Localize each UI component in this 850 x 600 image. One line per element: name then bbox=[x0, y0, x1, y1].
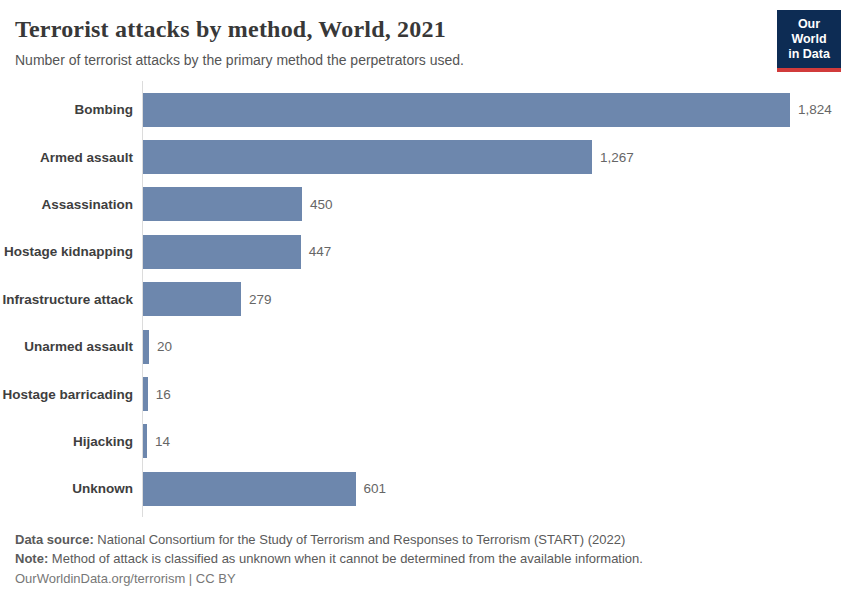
value-label: 14 bbox=[155, 434, 170, 449]
category-label: Armed assault bbox=[0, 150, 142, 165]
chart-footer: Data source: National Consortium for the… bbox=[0, 530, 850, 589]
value-label: 601 bbox=[364, 481, 387, 496]
bar-area: 20 bbox=[142, 323, 850, 370]
bar[interactable] bbox=[142, 282, 241, 316]
license-line[interactable]: OurWorldinData.org/terrorism | CC BY bbox=[15, 569, 835, 589]
value-label: 279 bbox=[249, 292, 272, 307]
category-label: Assassination bbox=[0, 197, 142, 212]
data-source-line: Data source: National Consortium for the… bbox=[15, 530, 835, 550]
bar[interactable] bbox=[142, 235, 301, 269]
bar-rows: Bombing 1,824 Armed assault 1,267 Assass… bbox=[0, 86, 850, 513]
bar-row: Unarmed assault 20 bbox=[0, 323, 850, 370]
bar[interactable] bbox=[142, 140, 592, 174]
bar-row: Hostage kidnapping 447 bbox=[0, 228, 850, 275]
category-label: Bombing bbox=[0, 102, 142, 117]
bar[interactable] bbox=[142, 472, 356, 506]
value-label: 447 bbox=[309, 244, 332, 259]
category-label: Hijacking bbox=[0, 434, 142, 449]
bar-area: 14 bbox=[142, 418, 850, 465]
bar-row: Hijacking 14 bbox=[0, 418, 850, 465]
bar-area: 1,267 bbox=[142, 133, 850, 180]
category-label: Unarmed assault bbox=[0, 339, 142, 354]
bar[interactable] bbox=[142, 93, 790, 127]
category-label: Hostage barricading bbox=[0, 387, 142, 402]
bar-area: 279 bbox=[142, 276, 850, 323]
value-label: 450 bbox=[310, 197, 333, 212]
bar-area: 601 bbox=[142, 465, 850, 512]
bar-row: Infrastructure attack 279 bbox=[0, 276, 850, 323]
bar[interactable] bbox=[142, 187, 302, 221]
chart-header: Terrorist attacks by method, World, 2021… bbox=[0, 0, 850, 68]
note-text: Method of attack is classified as unknow… bbox=[48, 551, 643, 566]
note-line: Note: Method of attack is classified as … bbox=[15, 549, 835, 569]
category-label: Unknown bbox=[0, 481, 142, 496]
note-label: Note: bbox=[15, 551, 48, 566]
y-axis-line bbox=[142, 81, 143, 517]
bar-area: 450 bbox=[142, 181, 850, 228]
data-source-label: Data source: bbox=[15, 532, 94, 547]
bar[interactable] bbox=[142, 330, 149, 364]
bar-row: Bombing 1,824 bbox=[0, 86, 850, 133]
category-label: Infrastructure attack bbox=[0, 292, 142, 307]
value-label: 1,824 bbox=[798, 102, 832, 117]
value-label: 16 bbox=[156, 387, 171, 402]
bar-chart: Bombing 1,824 Armed assault 1,267 Assass… bbox=[0, 86, 850, 513]
owid-logo: Our World in Data bbox=[777, 10, 841, 72]
chart-title: Terrorist attacks by method, World, 2021 bbox=[15, 16, 835, 43]
bar-area: 16 bbox=[142, 370, 850, 417]
bar-row: Armed assault 1,267 bbox=[0, 133, 850, 180]
value-label: 20 bbox=[157, 339, 172, 354]
category-label: Hostage kidnapping bbox=[0, 244, 142, 259]
chart-page: Terrorist attacks by method, World, 2021… bbox=[0, 0, 850, 600]
chart-subtitle: Number of terrorist attacks by the prima… bbox=[15, 52, 835, 68]
bar-row: Unknown 601 bbox=[0, 465, 850, 512]
bar-area: 447 bbox=[142, 228, 850, 275]
bar-row: Hostage barricading 16 bbox=[0, 370, 850, 417]
value-label: 1,267 bbox=[600, 150, 634, 165]
logo-line-1: Our World bbox=[779, 17, 839, 47]
logo-line-2: in Data bbox=[779, 47, 839, 62]
data-source-text: National Consortium for the Study of Ter… bbox=[94, 532, 626, 547]
bar-row: Assassination 450 bbox=[0, 181, 850, 228]
bar-area: 1,824 bbox=[142, 86, 850, 133]
